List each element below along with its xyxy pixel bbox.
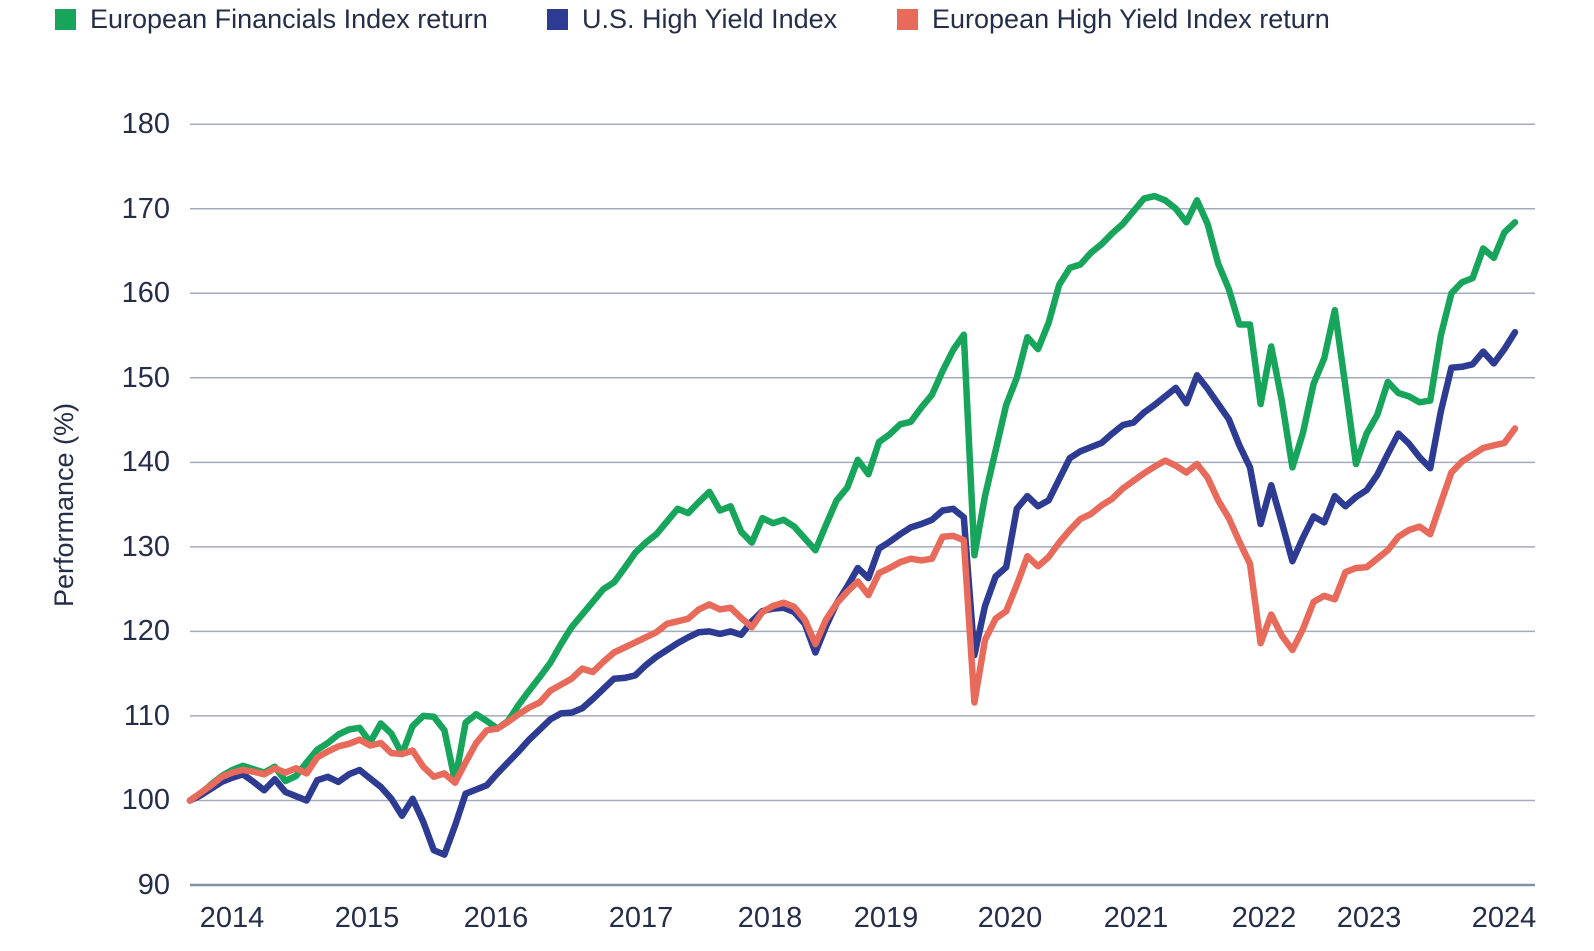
y-tick-label: 100 <box>121 784 170 817</box>
x-tick-2018: 2018 <box>737 902 803 934</box>
legend-label: European High Yield Index return <box>932 4 1330 34</box>
series-line-1 <box>186 192 1519 804</box>
y-tick-label: 160 <box>121 277 170 310</box>
legend-swatch-icon <box>897 8 918 30</box>
y-tick-label: 140 <box>121 446 170 479</box>
x-tick-2021: 2021 <box>1103 902 1169 934</box>
y-tick-label: 90 <box>137 869 170 901</box>
legend-label: U.S. High Yield Index <box>582 4 838 34</box>
legend-item-2: U.S. High Yield Index <box>547 5 837 33</box>
x-tick-2015: 2015 <box>334 902 400 934</box>
y-tick-label: 120 <box>121 615 170 648</box>
x-tick-2024: 2024 <box>1471 902 1537 934</box>
legend-item-3: European High Yield Index return <box>897 5 1330 33</box>
x-tick-2014: 2014 <box>199 902 265 934</box>
y-tick-label: 130 <box>121 530 170 563</box>
y-tick-label: 150 <box>121 361 170 394</box>
legend-item-1: European Financials Index return <box>55 5 488 33</box>
legend-swatch-icon <box>547 8 568 30</box>
y-tick-label: 110 <box>123 699 170 732</box>
y-tick-label: 180 <box>121 108 170 141</box>
x-tick-2022: 2022 <box>1231 902 1297 934</box>
series-line-2 <box>186 328 1519 858</box>
x-tick-2019: 2019 <box>853 902 919 934</box>
x-tick-2020: 2020 <box>977 902 1043 934</box>
legend-swatch-icon <box>55 8 76 30</box>
series-line-3 <box>186 425 1519 804</box>
x-tick-2016: 2016 <box>463 902 529 934</box>
y-tick-label: 170 <box>121 192 170 225</box>
legend-label: European Financials Index return <box>90 4 488 34</box>
x-tick-2017: 2017 <box>608 902 674 934</box>
x-tick-2023: 2023 <box>1336 902 1402 934</box>
